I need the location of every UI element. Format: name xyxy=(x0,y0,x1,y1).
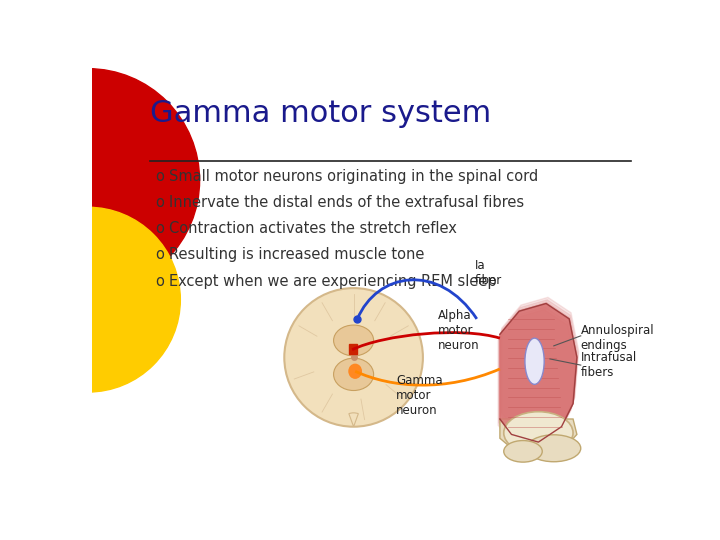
Text: Contraction activates the stretch reflex: Contraction activates the stretch reflex xyxy=(168,221,456,237)
Text: o: o xyxy=(155,221,164,237)
Polygon shape xyxy=(500,302,577,441)
Bar xyxy=(349,345,356,354)
Text: o: o xyxy=(155,247,164,262)
Text: Ia
fiber: Ia fiber xyxy=(474,259,502,287)
Polygon shape xyxy=(499,307,576,446)
Text: o: o xyxy=(155,195,164,210)
Text: Small motor neurons originating in the spinal cord: Small motor neurons originating in the s… xyxy=(168,169,538,184)
Text: Gamma
motor
neuron: Gamma motor neuron xyxy=(396,374,443,417)
Text: Annulospiral
endings: Annulospiral endings xyxy=(581,324,654,352)
Ellipse shape xyxy=(349,364,361,378)
Polygon shape xyxy=(500,419,577,457)
Ellipse shape xyxy=(333,325,374,356)
Ellipse shape xyxy=(504,411,573,454)
Text: Innervate the distal ends of the extrafusal fibres: Innervate the distal ends of the extrafu… xyxy=(168,195,524,210)
Circle shape xyxy=(284,288,423,427)
Text: Alpha
motor
neuron: Alpha motor neuron xyxy=(438,309,480,352)
Text: o: o xyxy=(155,274,164,289)
Ellipse shape xyxy=(525,338,544,384)
Text: Resulting is increased muscle tone: Resulting is increased muscle tone xyxy=(168,247,424,262)
Polygon shape xyxy=(502,298,579,436)
Text: Except when we are experiencing REM sleep: Except when we are experiencing REM slee… xyxy=(168,274,496,289)
Ellipse shape xyxy=(527,435,581,462)
Polygon shape xyxy=(500,303,577,442)
Text: Intrafusal
fibers: Intrafusal fibers xyxy=(581,351,637,379)
Polygon shape xyxy=(500,305,577,443)
Text: o: o xyxy=(155,169,164,184)
Polygon shape xyxy=(498,309,575,448)
Text: Gamma motor system: Gamma motor system xyxy=(150,99,491,129)
Circle shape xyxy=(0,207,180,392)
Ellipse shape xyxy=(504,441,542,462)
Circle shape xyxy=(0,69,199,292)
Wedge shape xyxy=(349,413,359,427)
Polygon shape xyxy=(501,300,578,438)
Ellipse shape xyxy=(333,358,374,390)
